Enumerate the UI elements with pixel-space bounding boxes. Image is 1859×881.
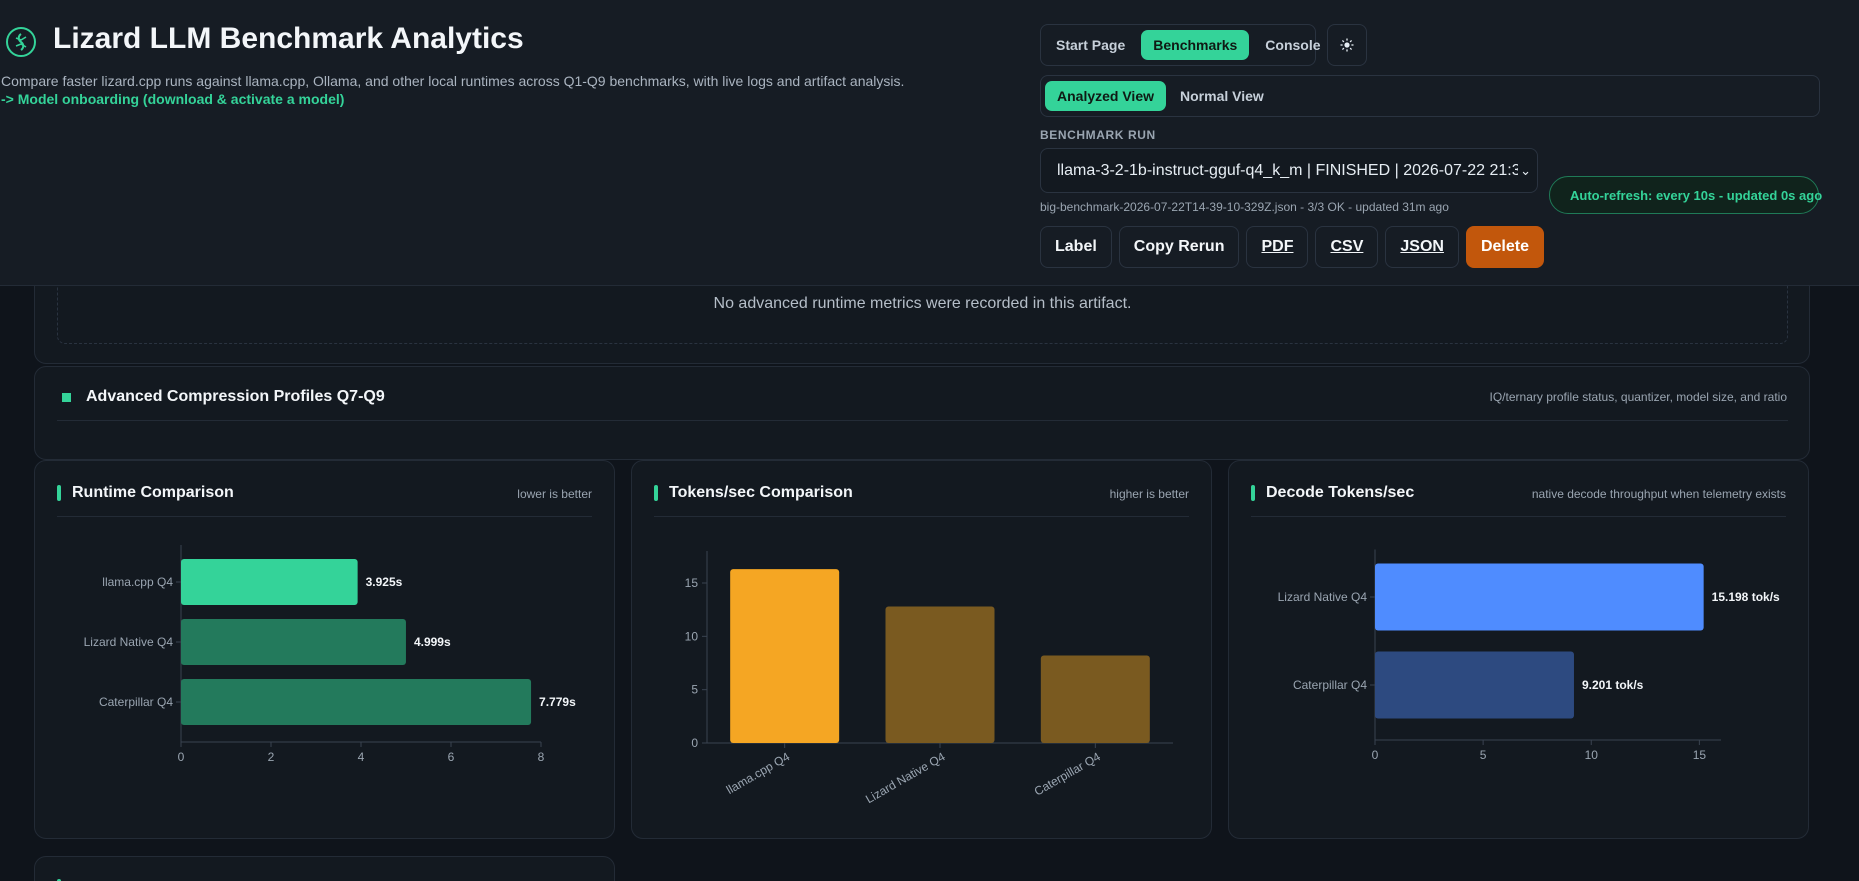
x-tick-label: 8	[538, 750, 545, 764]
label-button[interactable]: Label	[1040, 226, 1112, 268]
runtime-comparison-card: Runtime Comparison lower is better 0 2 4 6 8…	[34, 460, 615, 839]
bar	[1040, 655, 1150, 743]
action-toolbar: Label Copy Rerun PDF CSV JSON Delete	[1040, 226, 1544, 268]
x-tick-label: 15	[1693, 748, 1707, 762]
x-tick-label: 4	[358, 750, 365, 764]
y-tick-label: 5	[691, 683, 698, 697]
benchmark-run-label: BENCHMARK RUN	[1040, 128, 1156, 142]
card-hint: native decode throughput when telemetry …	[1531, 487, 1786, 501]
x-tick-label: 0	[1372, 748, 1379, 762]
y-tick-label: 15	[685, 576, 699, 590]
card-accent-bar	[1251, 485, 1255, 501]
chevron-down-icon: ⌄	[1518, 163, 1531, 179]
bar	[181, 559, 358, 605]
x-tick-label: 10	[1585, 748, 1599, 762]
analyzed-view-tab[interactable]: Analyzed View	[1045, 81, 1167, 111]
decode-tokens-card: Decode Tokens/sec native decode throughp…	[1228, 460, 1809, 839]
json-export-button[interactable]: JSON	[1385, 226, 1459, 268]
card-accent-bar	[57, 485, 61, 501]
card-hint: higher is better	[1109, 487, 1189, 501]
app-subtitle: Compare faster lizard.cpp runs against l…	[1, 73, 905, 89]
bar	[1375, 651, 1574, 719]
category-label: llama.cpp Q4	[102, 575, 173, 589]
tokens-per-sec-chart: 0 5 10 15 llama.cpp Q4 Lizard Native Q4 Caterp…	[685, 551, 1173, 806]
divider	[57, 516, 592, 517]
next-card-partial	[34, 856, 615, 881]
bar	[181, 619, 406, 665]
normal-view-tab[interactable]: Normal View	[1180, 88, 1264, 104]
card-title: Decode Tokens/sec	[1266, 484, 1415, 501]
divider	[57, 420, 1788, 421]
category-label: Caterpillar Q4	[99, 695, 173, 709]
decode-tokens-chart: 0 5 10 15 Lizard Native Q4 15.198 tok/s Caterp…	[1278, 549, 1780, 762]
benchmark-run-value: llama-3-2-1b-instruct-gguf-q4_k_m | FINI…	[1057, 161, 1530, 179]
category-label: Lizard Native Q4	[84, 635, 174, 649]
nav-start-page[interactable]: Start Page	[1056, 37, 1126, 53]
sun-icon	[1340, 38, 1354, 52]
x-tick-label: 2	[268, 750, 275, 764]
card-hint: lower is better	[517, 487, 592, 501]
auto-refresh-text: Auto-refresh: every 10s - updated 0s ago	[1570, 187, 1823, 203]
compression-profiles-panel[interactable]	[34, 366, 1810, 460]
theme-toggle-button[interactable]	[1327, 24, 1367, 66]
category-label: Lizard Native Q4	[1278, 590, 1368, 604]
main-nav: Start Page Benchmarks Console	[1040, 24, 1321, 66]
delete-button[interactable]: Delete	[1465, 226, 1544, 268]
nav-benchmarks[interactable]: Benchmarks	[1141, 30, 1250, 60]
bar	[885, 606, 995, 743]
bar-value-label: 15.198 tok/s	[1712, 590, 1780, 604]
bar	[730, 569, 840, 743]
x-tick-label: 0	[178, 750, 185, 764]
category-label: llama.cpp Q4	[724, 749, 793, 797]
compression-profiles-hint: IQ/ternary profile status, quantizer, mo…	[1489, 390, 1787, 404]
y-tick-label: 0	[691, 736, 698, 750]
model-onboarding-link[interactable]: -> Model onboarding (download & activate…	[1, 91, 345, 107]
category-label: Caterpillar Q4	[1293, 678, 1367, 692]
category-label: Lizard Native Q4	[863, 749, 948, 806]
bar-value-label: 7.779s	[539, 695, 576, 709]
view-switcher: Analyzed View Normal View	[1040, 75, 1820, 117]
x-tick-label: 5	[1480, 748, 1487, 762]
category-label: Caterpillar Q4	[1032, 749, 1103, 798]
divider	[1251, 516, 1786, 517]
y-tick-label: 10	[685, 629, 699, 643]
runtime-comparison-chart: 0 2 4 6 8 llama.cpp Q4 3.925s Lizard Native Q4 4…	[84, 545, 576, 764]
compression-profiles-title: Advanced Compression Profiles Q7-Q9	[86, 388, 385, 405]
csv-export-button[interactable]: CSV	[1315, 226, 1379, 268]
app-title: Lizard LLM Benchmark Analytics	[53, 22, 524, 55]
bar	[1375, 563, 1704, 631]
section-bullet-icon	[62, 393, 71, 402]
pdf-export-button[interactable]: PDF	[1246, 226, 1309, 268]
x-tick-label: 6	[448, 750, 455, 764]
bar	[181, 679, 532, 725]
bar-value-label: 9.201 tok/s	[1582, 678, 1644, 692]
divider	[654, 516, 1189, 517]
tokens-per-sec-card: Tokens/sec Comparison higher is better 0…	[631, 460, 1212, 839]
app-header: Lizard LLM Benchmark Analytics Compare f…	[0, 0, 1859, 286]
copy-rerun-button[interactable]: Copy Rerun	[1118, 226, 1240, 268]
lizard-logo-icon	[6, 27, 36, 57]
card-title: Runtime Comparison	[72, 484, 234, 501]
bar-value-label: 4.999s	[414, 635, 451, 649]
bar-value-label: 3.925s	[366, 575, 403, 589]
card-title: Tokens/sec Comparison	[669, 484, 853, 501]
card-accent-bar	[654, 485, 658, 501]
run-meta: big-benchmark-2026-07-22T14-39-10-329Z.j…	[1040, 200, 1449, 214]
card-accent-bar	[57, 879, 61, 881]
benchmark-run-select[interactable]: llama-3-2-1b-instruct-gguf-q4_k_m | FINI…	[1040, 148, 1538, 193]
nav-console[interactable]: Console	[1265, 37, 1321, 53]
auto-refresh-badge: Auto-refresh: every 10s - updated 0s ago	[1549, 176, 1823, 214]
